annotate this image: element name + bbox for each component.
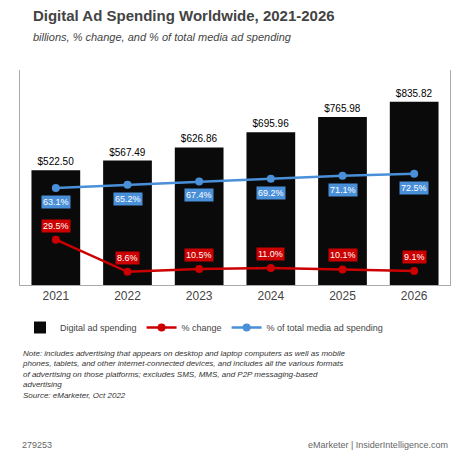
svg-text:65.2%: 65.2%: [115, 194, 141, 204]
svg-text:8.6%: 8.6%: [117, 253, 138, 263]
svg-text:2022: 2022: [114, 289, 141, 303]
svg-text:2023: 2023: [186, 289, 213, 303]
svg-text:10.5%: 10.5%: [186, 250, 212, 260]
svg-text:% of total media ad spending: % of total media ad spending: [267, 323, 383, 333]
svg-text:67.4%: 67.4%: [186, 190, 212, 200]
svg-text:2021: 2021: [42, 289, 69, 303]
svg-text:9.1%: 9.1%: [404, 252, 425, 262]
svg-text:Note: includes advertising tha: Note: includes advertising that appears …: [22, 349, 346, 400]
svg-text:eMarketer | InsiderIntelligenc: eMarketer | InsiderIntelligence.com: [308, 440, 448, 450]
svg-text:Digital ad spending: Digital ad spending: [60, 323, 137, 333]
svg-text:Digital Ad Spending Worldwide,: Digital Ad Spending Worldwide, 2021-2026…: [33, 7, 335, 43]
svg-text:$835.82: $835.82: [396, 88, 433, 99]
svg-text:2025: 2025: [329, 289, 356, 303]
svg-text:$695.96: $695.96: [253, 118, 290, 129]
svg-text:2026: 2026: [401, 289, 428, 303]
svg-text:% change: % change: [182, 323, 222, 333]
svg-text:63.1%: 63.1%: [43, 197, 69, 207]
svg-text:29.5%: 29.5%: [43, 221, 69, 231]
svg-text:$626.86: $626.86: [181, 133, 218, 144]
svg-text:72.5%: 72.5%: [401, 183, 427, 193]
svg-text:10.1%: 10.1%: [330, 250, 356, 260]
svg-text:$567.49: $567.49: [109, 147, 146, 158]
svg-text:279253: 279253: [22, 440, 52, 450]
svg-text:69.2%: 69.2%: [258, 188, 284, 198]
svg-text:2024: 2024: [257, 289, 284, 303]
svg-text:$522.50: $522.50: [38, 156, 75, 167]
svg-text:71.1%: 71.1%: [330, 185, 356, 195]
svg-text:11.0%: 11.0%: [258, 249, 283, 259]
svg-text:$765.98: $765.98: [324, 103, 361, 114]
